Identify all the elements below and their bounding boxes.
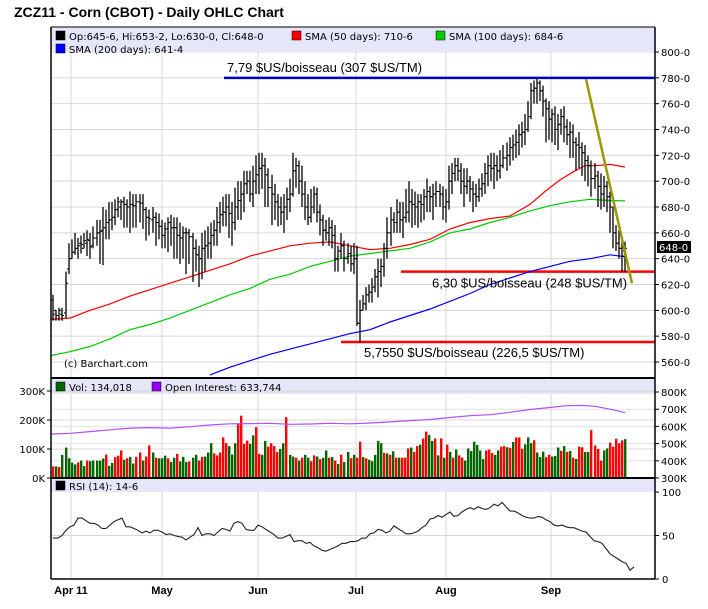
barchart-watermark: (c) Barchart.com xyxy=(64,359,148,370)
rsi-legend-swatch xyxy=(55,480,66,491)
annotation-label: 7,79 $US/boisseau (307 $US/TM) xyxy=(227,60,422,75)
rsi-tick-label: 0 xyxy=(662,575,668,586)
price-tick-label: 800-0 xyxy=(661,48,690,59)
price-tick-label: 620-0 xyxy=(661,281,690,292)
volume-tick-label: 0K xyxy=(32,474,45,485)
x-axis-months: Apr 11 May Jun Jul Aug Sep xyxy=(54,585,561,597)
oi-tick-label: 600K xyxy=(661,422,687,433)
open-interest-line xyxy=(50,404,626,435)
price-y-axis: 560-0 580-0 600-0 620-0 640-0 660-0 680-0 700-0… xyxy=(655,48,690,369)
ohlc-legend-swatch xyxy=(55,30,66,41)
volume-panel: 0K 100K 200K 300K 300K 400K 500K 600K 700K 800K V… xyxy=(19,379,687,485)
volume-tick-label: 200K xyxy=(19,416,45,427)
last-price-tag: 648-0 xyxy=(659,243,688,254)
oi-tick-label: 800K xyxy=(661,388,687,399)
volume-legend-label: Vol: 134,018 xyxy=(69,383,132,394)
month-label: Apr 11 xyxy=(54,585,88,597)
sma50-legend-swatch xyxy=(291,30,302,41)
sma100-legend-label: SMA (100 days): 684-6 xyxy=(449,32,563,43)
price-legend-band xyxy=(51,27,655,51)
volume-tick-label: 100K xyxy=(19,445,45,456)
month-label: Sep xyxy=(541,585,561,597)
annotation-label: 6,30 $US/boisseau (248 $US/TM) xyxy=(432,276,627,291)
sma200-legend-swatch xyxy=(55,43,66,54)
price-tick-label: 740-0 xyxy=(661,126,690,137)
volume-legend-swatch xyxy=(55,381,66,392)
sma200-legend-label: SMA (200 days): 641-4 xyxy=(69,45,183,56)
price-tick-label: 680-0 xyxy=(661,203,690,214)
rsi-y-axis: 0 50 100 xyxy=(655,488,681,586)
price-tick-label: 580-0 xyxy=(661,332,690,343)
price-tick-label: 560-0 xyxy=(661,358,690,369)
sma-line xyxy=(50,198,626,357)
rsi-tick-label: 100 xyxy=(662,488,681,499)
rsi-panel: 0 50 100 RSI (14): 14-6 xyxy=(51,479,681,586)
rsi-gridlines xyxy=(51,492,655,579)
downtrend-line xyxy=(584,78,634,284)
price-tick-label: 720-0 xyxy=(661,151,690,162)
ohlc-bars xyxy=(51,77,627,343)
annotation-label: 5,7550 $US/boisseau (226,5 $US/TM) xyxy=(364,345,584,360)
rsi-legend-band xyxy=(51,479,655,492)
price-tick-label: 600-0 xyxy=(661,306,690,317)
price-tick-label: 780-0 xyxy=(661,74,690,85)
month-label: Aug xyxy=(435,585,456,597)
volume-bars xyxy=(52,415,627,478)
month-label: Jun xyxy=(248,585,268,597)
volume-legend-band xyxy=(51,379,655,394)
sma100-legend-swatch xyxy=(435,30,446,41)
price-tick-label: 760-0 xyxy=(661,100,690,111)
price-tick-label: 660-0 xyxy=(661,229,690,240)
chart-title: ZCZ11 - Corn (CBOT) - Daily OHLC Chart xyxy=(14,4,284,20)
oi-legend-label: Open Interest: 633,744 xyxy=(165,383,281,394)
volume-y-axis: 0K 100K 200K 300K 300K 400K 500K 600K 700K 800K xyxy=(19,387,687,485)
moving-average-lines xyxy=(50,163,626,376)
oi-tick-label: 300K xyxy=(661,474,687,485)
month-label: Jul xyxy=(348,585,364,597)
price-tick-label: 640-0 xyxy=(661,255,690,266)
rsi-tick-label: 50 xyxy=(662,532,675,543)
ohlc-legend-label: Op:645-6, Hi:653-2, Lo:630-0, Cl:648-0 xyxy=(69,32,264,43)
price-panel: 560-0 580-0 600-0 620-0 640-0 660-0 680-0 700-0… xyxy=(50,27,691,378)
oi-legend-swatch xyxy=(151,381,162,392)
rsi-line xyxy=(53,501,635,572)
volume-tick-label: 300K xyxy=(19,387,45,398)
oi-tick-label: 700K xyxy=(661,405,687,416)
oi-tick-label: 500K xyxy=(661,440,687,451)
rsi-legend-label: RSI (14): 14-6 xyxy=(69,482,138,493)
sma-line xyxy=(209,254,626,376)
last-price-tag-bg xyxy=(657,241,691,253)
support-resistance-lines xyxy=(224,76,655,344)
price-gridlines xyxy=(51,51,655,378)
month-label: May xyxy=(151,585,173,597)
sma50-legend-label: SMA (50 days): 710-6 xyxy=(305,32,413,43)
oi-tick-label: 400K xyxy=(661,457,687,468)
price-tick-label: 700-0 xyxy=(661,177,690,188)
sma-line xyxy=(50,163,626,320)
panel-frames xyxy=(50,26,656,580)
annotation-labels: 7,79 $US/boisseau (307 $US/TM) 6,30 $US/b… xyxy=(227,60,627,360)
